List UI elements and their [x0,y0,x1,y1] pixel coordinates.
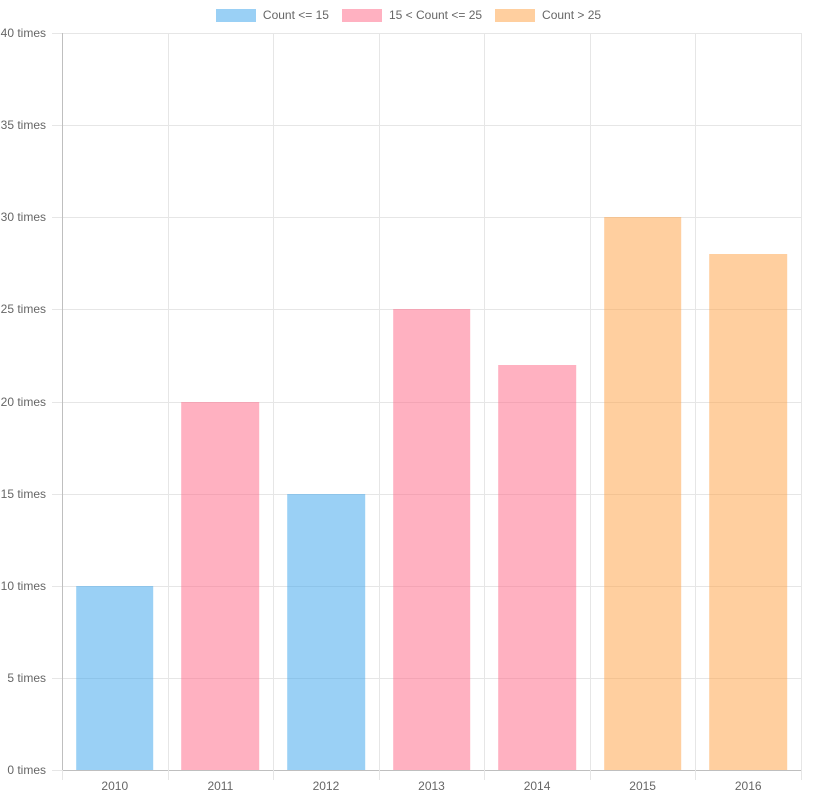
horizontal-gridline [62,125,801,127]
vertical-gridline [801,33,802,770]
y-tick-label: 5 times [7,670,46,685]
x-axis-labels: 2010 2011 2012 2013 2014 2015 2016 [62,779,801,795]
bar-2016[interactable] [709,254,787,770]
vertical-gridline [378,33,380,770]
plot-area [52,33,802,780]
legend-swatch-icon [341,9,382,22]
bar-2015[interactable] [603,217,682,770]
vertical-gridline [695,33,697,770]
vertical-gridline [167,33,169,770]
x-tick-mark [167,770,169,780]
y-tick-label: 10 times [0,578,46,593]
y-tick-label: 40 times [0,26,46,40]
y-tick-mark [52,770,62,771]
bar-2011[interactable] [181,401,260,770]
vertical-gridline [484,33,486,770]
vertical-gridline [273,33,275,770]
y-tick-label: 30 times [0,210,46,225]
x-tick-mark [589,770,591,780]
x-axis-line [62,770,801,771]
bar-2012[interactable] [287,493,365,770]
legend-label: 15 < Count <= 25 [388,8,483,22]
x-tick-label: 2013 [418,779,445,793]
legend-label: Count <= 15 [262,8,329,22]
legend-swatch-icon [495,9,536,22]
x-tick-mark [695,770,697,780]
legend-swatch-icon [215,9,256,22]
x-tick-mark [273,770,275,780]
y-tick-label: 0 times [7,763,46,777]
y-tick-mark [52,401,62,403]
x-tick-mark [62,770,63,780]
x-tick-mark [801,770,802,780]
legend-label: Count > 25 [542,8,602,22]
x-tick-label: 2015 [629,779,656,793]
y-tick-label: 15 times [0,486,46,501]
y-tick-mark [52,125,62,127]
chart-legend: Count <= 15 15 < Count <= 25 Count > 25 [0,9,817,22]
y-tick-mark [52,309,62,311]
horizontal-gridline [62,217,801,219]
x-tick-label: 2014 [523,779,551,793]
y-tick-label: 35 times [0,118,46,133]
bar-2010[interactable] [75,585,154,770]
y-tick-mark [52,217,62,219]
y-tick-mark [52,585,62,587]
x-tick-mark [378,770,380,780]
legend-item[interactable]: 15 < Count <= 25 [341,8,483,22]
x-tick-label: 2012 [312,779,340,793]
x-tick-label: 2011 [207,779,234,793]
x-tick-label: 2016 [734,779,762,793]
y-tick-mark [52,677,62,679]
y-tick-label: 25 times [0,302,46,317]
vertical-gridline [589,33,591,770]
bar-2013[interactable] [392,309,471,770]
legend-item[interactable]: Count <= 15 [215,8,329,22]
bar-2014[interactable] [498,364,576,770]
legend-item[interactable]: Count > 25 [495,9,601,22]
y-axis-labels: 0 times 5 times 10 times 15 times 20 times 25… [0,26,46,777]
y-axis-line [62,33,63,770]
x-tick-mark [484,770,486,780]
x-tick-label: 2010 [101,779,129,793]
horizontal-gridline [62,33,801,34]
y-tick-mark [52,493,62,495]
y-tick-mark [52,33,62,34]
y-tick-label: 20 times [0,394,46,409]
